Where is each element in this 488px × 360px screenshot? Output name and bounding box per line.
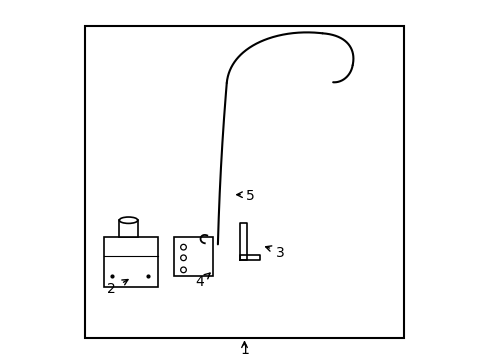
Text: 1: 1: [240, 343, 248, 357]
Text: 2: 2: [107, 282, 116, 296]
Polygon shape: [240, 223, 247, 260]
Bar: [85, 26, 403, 338]
Ellipse shape: [119, 217, 138, 224]
Bar: [173, 237, 212, 276]
Polygon shape: [240, 255, 260, 260]
Text: 3: 3: [275, 246, 284, 260]
Text: 4: 4: [195, 275, 204, 289]
Bar: [104, 237, 157, 287]
Bar: [119, 220, 138, 237]
Text: 5: 5: [245, 189, 254, 203]
